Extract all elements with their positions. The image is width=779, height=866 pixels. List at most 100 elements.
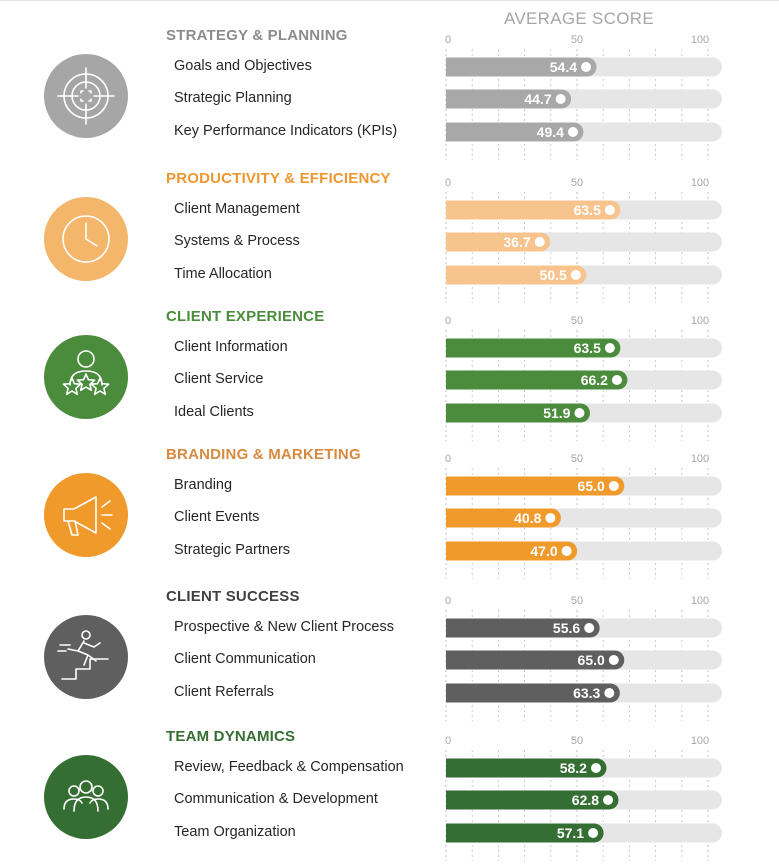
bar-value-label: 47.0 xyxy=(530,543,557,559)
bar-end-dot xyxy=(534,237,545,247)
bar-left-cap xyxy=(446,89,456,109)
row-label: Branding xyxy=(174,477,233,493)
bar-value-label: 54.4 xyxy=(550,59,577,75)
section-title: TEAM DYNAMICS xyxy=(166,728,296,745)
tick-label: 100 xyxy=(691,453,709,465)
bar-end-dot xyxy=(584,623,595,633)
bar-end-dot xyxy=(545,513,556,523)
team-icon xyxy=(63,780,109,812)
tick-label: 100 xyxy=(691,595,709,607)
bar xyxy=(446,650,625,670)
tick-label: 50 xyxy=(571,315,583,327)
section-3: BRANDING & MARKETING Branding Client Event… xyxy=(0,446,779,579)
bar-left-cap xyxy=(446,57,456,77)
section-icon-badge xyxy=(44,615,128,699)
tick-label: 100 xyxy=(691,177,709,189)
bar-end-dot xyxy=(604,688,615,698)
bar xyxy=(446,232,551,252)
bar xyxy=(446,370,628,390)
tick-label: 0 xyxy=(445,595,451,607)
bar-value-label: 57.1 xyxy=(557,825,584,841)
row-label: Client Referrals xyxy=(174,684,274,700)
bar-left-cap xyxy=(446,370,456,390)
bar-value-label: 65.0 xyxy=(578,652,605,668)
tick-label: 100 xyxy=(691,34,709,46)
section-0: STRATEGY & PLANNING Goals and Objectives S… xyxy=(0,27,779,160)
bar-end-dot xyxy=(555,94,566,104)
tick-label: 100 xyxy=(691,315,709,327)
bar xyxy=(446,89,572,109)
bar xyxy=(446,683,620,703)
clock-icon xyxy=(62,215,110,263)
tick-label: 100 xyxy=(691,735,709,747)
row-label: Client Communication xyxy=(174,651,316,667)
bar-end-dot xyxy=(604,205,615,215)
bar xyxy=(446,403,590,423)
row-label: Time Allocation xyxy=(174,266,272,282)
chart-title: AVERAGE SCORE xyxy=(503,9,654,28)
section-icon-badge xyxy=(44,335,128,419)
section-title: PRODUCTIVITY & EFFICIENCY xyxy=(166,170,391,187)
bar-left-cap xyxy=(446,200,456,220)
section-title: STRATEGY & PLANNING xyxy=(166,27,348,44)
section-title: CLIENT EXPERIENCE xyxy=(166,308,325,325)
tick-label: 0 xyxy=(445,34,451,46)
row-label: Client Information xyxy=(174,339,288,355)
bar xyxy=(446,265,587,285)
bar-value-label: 66.2 xyxy=(581,372,608,388)
bar-value-label: 63.5 xyxy=(574,340,601,356)
bar-value-label: 65.0 xyxy=(578,478,605,494)
section-bars-svg: 0 50 100 58.2 62.8 57.1 xyxy=(445,735,722,861)
row-label: Client Service xyxy=(174,371,264,387)
section-title: CLIENT SUCCESS xyxy=(166,588,300,605)
row-label: Communication & Development xyxy=(174,791,378,807)
bar-left-cap xyxy=(446,758,456,778)
bar-left-cap xyxy=(446,683,456,703)
section-bars-svg: 0 50 100 63.5 66.2 51.9 xyxy=(445,315,722,441)
tick-label: 0 xyxy=(445,735,451,747)
bar xyxy=(446,618,600,638)
top-divider xyxy=(0,0,779,1)
bar-left-cap xyxy=(446,541,456,561)
row-label: Client Events xyxy=(174,509,260,525)
bar-left-cap xyxy=(446,790,456,810)
bar-value-label: 62.8 xyxy=(572,792,599,808)
section-icon-badge xyxy=(44,197,128,281)
bar-end-dot xyxy=(574,408,585,418)
section-title: BRANDING & MARKETING xyxy=(166,446,361,463)
section-bars-svg: 0 50 100 65.0 40.8 47.0 xyxy=(445,453,722,579)
row-label: Ideal Clients xyxy=(174,404,254,420)
bar-end-dot xyxy=(581,62,592,72)
row-label: Key Performance Indicators (KPIs) xyxy=(174,123,398,139)
bar xyxy=(446,338,621,358)
section-5: TEAM DYNAMICS Review, Feedback & Compensa… xyxy=(0,728,779,861)
section-bars-svg: 0 50 100 63.5 36.7 50.5 xyxy=(445,177,722,303)
tick-label: 0 xyxy=(445,453,451,465)
bar-end-dot xyxy=(603,795,614,805)
row-label: Strategic Partners xyxy=(174,542,291,558)
row-label: Client Management xyxy=(174,201,300,217)
section-1: PRODUCTIVITY & EFFICIENCY Client Manageme… xyxy=(0,170,779,303)
bar-value-label: 58.2 xyxy=(560,760,587,776)
bar xyxy=(446,790,619,810)
bar xyxy=(446,823,604,843)
bar-value-label: 55.6 xyxy=(553,620,580,636)
bar-end-dot xyxy=(608,481,619,491)
bar-value-label: 63.3 xyxy=(573,685,600,701)
section-icon-badge xyxy=(44,54,128,138)
bar-end-dot xyxy=(561,546,572,556)
bar-left-cap xyxy=(446,823,456,843)
bar-value-label: 44.7 xyxy=(524,91,551,107)
bar-end-dot xyxy=(608,655,619,665)
bar-value-label: 51.9 xyxy=(543,405,570,421)
bar-left-cap xyxy=(446,403,456,423)
section-icon-badge xyxy=(44,473,128,557)
section-bars-svg: 0 50 100 55.6 65.0 63.3 xyxy=(445,595,722,721)
bar-left-cap xyxy=(446,265,456,285)
bar xyxy=(446,508,561,528)
bar-left-cap xyxy=(446,650,456,670)
bar-end-dot xyxy=(588,828,599,838)
tick-label: 0 xyxy=(445,315,451,327)
megaphone-icon xyxy=(63,496,113,536)
bar-end-dot xyxy=(604,343,615,353)
